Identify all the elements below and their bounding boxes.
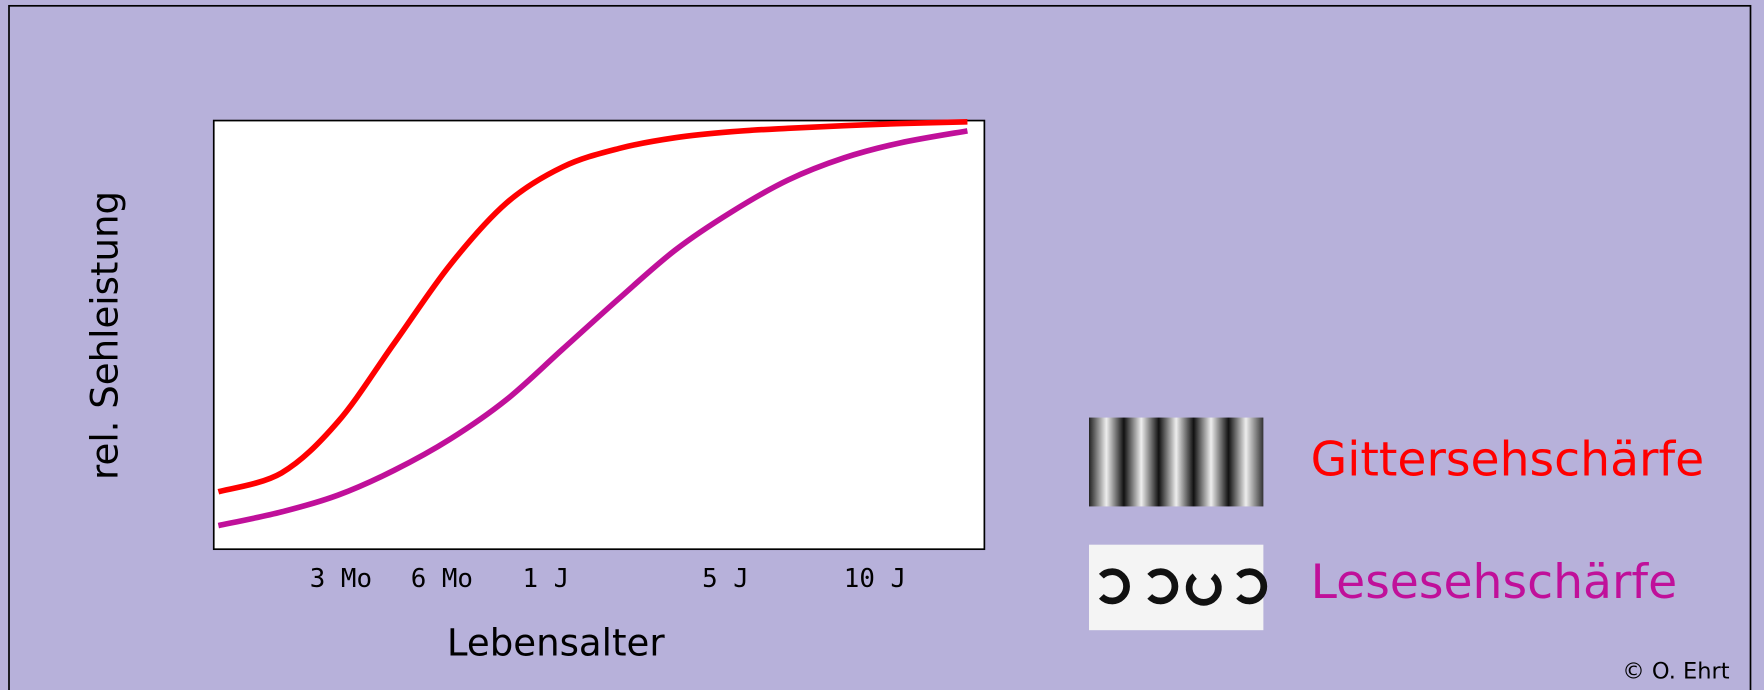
landolt-icon xyxy=(1089,545,1264,631)
x-tick-label: 3 Mo xyxy=(310,564,372,594)
x-tick-label: 6 Mo xyxy=(411,564,473,594)
x-tick-label: 10 J xyxy=(844,564,906,594)
page: {"chart_data": {"type": "line", "x_label… xyxy=(0,0,1764,690)
y-axis-label: rel. Sehleistung xyxy=(83,191,126,480)
grating-icon xyxy=(1089,418,1263,507)
legend-label: Gittersehschärfe xyxy=(1311,433,1705,488)
plot-area xyxy=(214,121,985,550)
x-tick-label: 5 J xyxy=(702,564,749,594)
x-tick-label: 1 J xyxy=(523,564,570,594)
legend-label: Lesesehschärfe xyxy=(1311,555,1678,610)
slide: rel. Sehleistung Lebensalter © O. Ehrt 3… xyxy=(0,0,1764,690)
credit: © O. Ehrt xyxy=(1622,658,1729,684)
x-axis-label: Lebensalter xyxy=(447,621,666,664)
